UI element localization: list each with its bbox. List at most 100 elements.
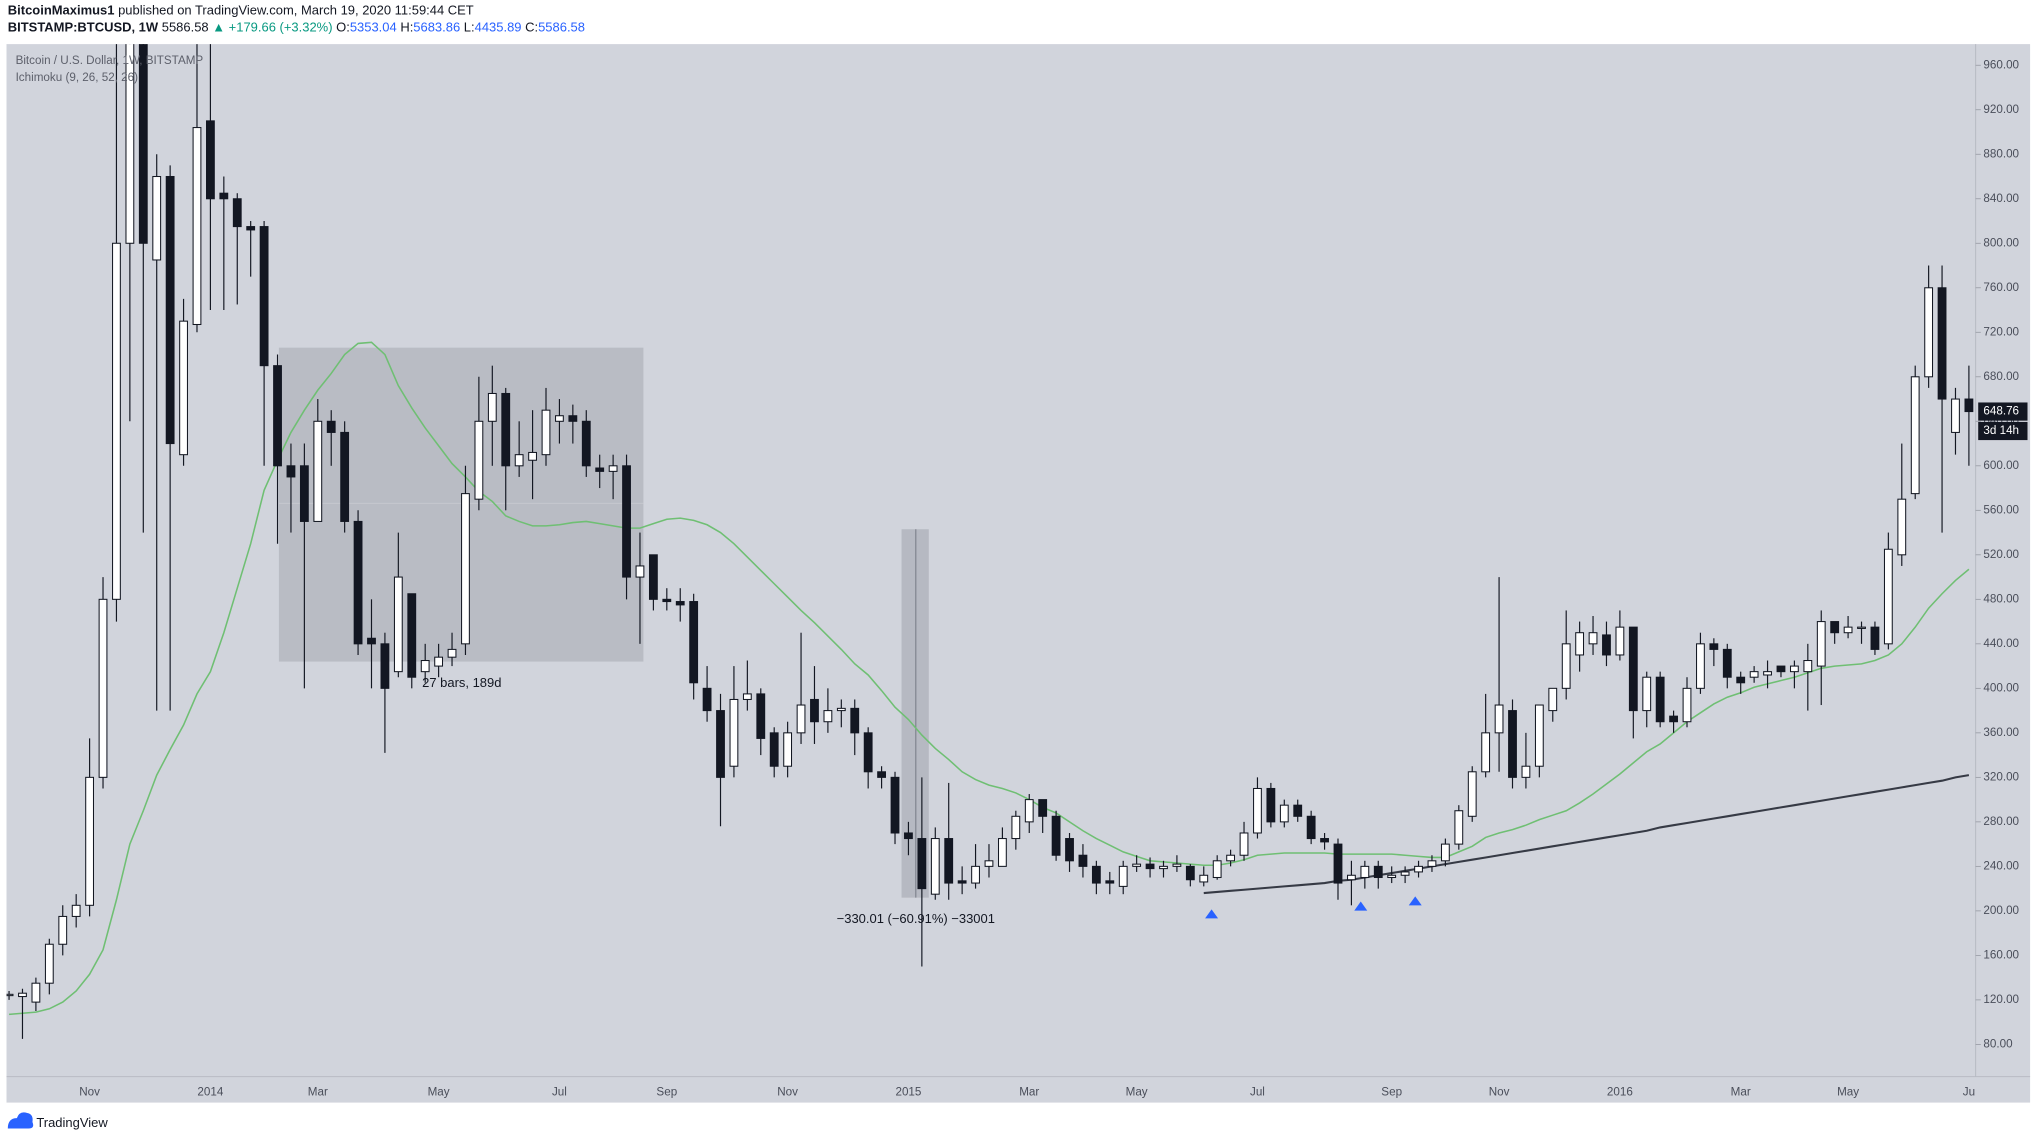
x-tick-label: Nov	[777, 1085, 798, 1098]
candle-body	[984, 860, 994, 867]
countdown-tag	[1978, 421, 2028, 441]
candle-body	[1575, 632, 1585, 656]
brand: TradingView	[36, 1115, 108, 1130]
signal-arrow	[1354, 901, 1368, 911]
candle-body	[98, 598, 108, 778]
candle-body	[823, 710, 833, 723]
candle-body	[71, 904, 81, 917]
open-value: 5353.04	[350, 20, 397, 35]
y-tick-label: 80.00	[1983, 1037, 2013, 1050]
countdown-label: 3d 14h	[1983, 424, 2019, 437]
candle-body	[393, 576, 403, 673]
price-range-label: −330.01 (−60.91%) −33001	[837, 911, 995, 926]
candle-body	[1078, 854, 1088, 867]
y-tick-label: 840.00	[1983, 192, 2019, 205]
candle-body	[742, 693, 752, 700]
candle-body	[1816, 621, 1826, 667]
candle-body	[353, 520, 363, 645]
candle-body	[541, 409, 551, 456]
candle-body	[125, 44, 135, 244]
candle-body	[58, 915, 68, 945]
candle-body	[1776, 665, 1786, 673]
low-value: 4435.89	[475, 20, 522, 35]
candle-body	[85, 776, 95, 906]
candle-body	[917, 838, 927, 890]
candle-body	[1763, 671, 1772, 676]
low-label: L:	[464, 20, 475, 35]
candle-body	[608, 465, 618, 472]
candle-body	[1091, 865, 1101, 884]
author: BitcoinMaximus1	[8, 3, 115, 18]
price-tag	[1978, 402, 2028, 421]
candle-body	[1722, 648, 1732, 678]
candle-body	[1038, 799, 1048, 817]
candle-body	[514, 454, 524, 467]
y-tick-label: 320.00	[1983, 770, 2019, 783]
y-tick-label: 160.00	[1983, 948, 2019, 961]
candle-body	[1212, 860, 1222, 879]
candle-body	[1253, 787, 1262, 834]
x-tick-label: Nov	[1489, 1085, 1510, 1098]
candle-body	[1709, 643, 1719, 650]
candle-body	[1883, 548, 1893, 645]
candle-body	[206, 120, 215, 200]
symbol: BITSTAMP:BTCUSD, 1W	[8, 20, 159, 35]
candle-body	[877, 771, 887, 778]
candle-body	[528, 451, 537, 461]
series-layer	[6, 44, 1974, 1039]
candle-body	[1494, 704, 1504, 734]
candle-body	[407, 593, 417, 678]
candle-body	[930, 838, 940, 895]
candle-body	[1279, 804, 1289, 823]
x-tick-label: 2015	[895, 1085, 921, 1098]
candle-body	[1951, 398, 1960, 433]
candle-body	[1414, 865, 1423, 873]
candle-body	[44, 943, 54, 984]
x-tick-label: Mar	[1731, 1085, 1751, 1098]
candle-body	[1910, 376, 1920, 495]
price-tag-label: 648.76	[1983, 405, 2019, 418]
x-tick-label: Jul	[552, 1085, 567, 1098]
candle-body	[1803, 660, 1813, 673]
candle-body	[434, 656, 444, 667]
candle-body	[326, 420, 336, 433]
candle-body	[1749, 671, 1759, 678]
candle-body	[1159, 865, 1168, 870]
candle-body	[1521, 765, 1531, 778]
y-tick-label: 360.00	[1983, 726, 2019, 739]
y-tick-label: 240.00	[1983, 859, 2019, 872]
candle-body	[367, 637, 376, 645]
candle-body	[1199, 874, 1209, 883]
y-tick-label: 520.00	[1983, 548, 2019, 561]
candle-body	[1561, 643, 1571, 689]
candle-body	[555, 415, 564, 422]
last-price: 5586.58	[162, 20, 209, 35]
candle-body	[1924, 287, 1934, 378]
candle-body	[1642, 676, 1652, 712]
candle-body	[1266, 787, 1276, 823]
candle-body	[487, 392, 497, 422]
candle-body	[863, 732, 873, 773]
y-tick-label: 600.00	[1983, 459, 2019, 472]
y-tick-label: 280.00	[1983, 815, 2019, 828]
candle-body	[1387, 874, 1397, 879]
candle-body	[1132, 863, 1142, 867]
candle-body	[1696, 643, 1705, 689]
candle-body	[1306, 815, 1316, 840]
candle-body	[501, 392, 511, 467]
y-tick-label: 720.00	[1983, 325, 2019, 338]
candle-body	[796, 704, 806, 734]
candle-body	[259, 226, 269, 367]
candle-body	[474, 420, 484, 500]
candle-body	[595, 467, 605, 472]
candle-body	[246, 226, 256, 231]
close-label: C:	[525, 20, 538, 35]
x-tick-label: Sep	[656, 1085, 677, 1098]
candle-body	[1185, 865, 1195, 881]
y-tick-label: 800.00	[1983, 236, 2019, 249]
candle-body	[1320, 838, 1329, 843]
y-tick-label: 960.00	[1983, 58, 2019, 71]
x-tick-label: Nov	[79, 1085, 100, 1098]
candle-body	[997, 838, 1007, 867]
x-tick-label: May	[428, 1085, 450, 1098]
